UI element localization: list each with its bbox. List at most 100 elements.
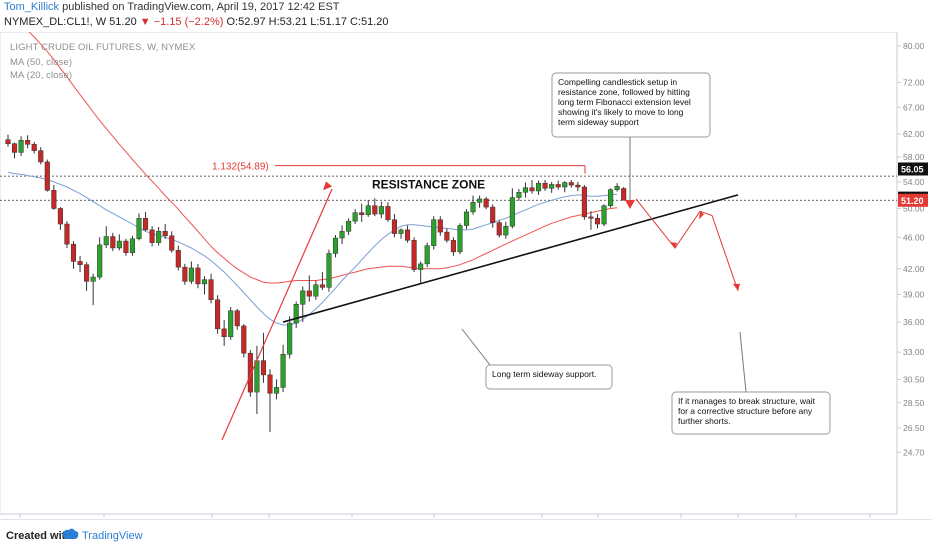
- candle-body: [31, 144, 37, 151]
- candle-body: [44, 161, 50, 191]
- candle-body: [64, 223, 70, 245]
- y-tick-label: 30.50: [903, 374, 925, 384]
- y-tick-label: 50.00: [903, 203, 925, 213]
- symbol-name: NYMEX_DL:CL1!, W: [4, 16, 107, 28]
- chart-title: LIGHT CRUDE OIL FUTURES, W, NYMEX: [10, 42, 196, 53]
- candle-body: [418, 263, 424, 270]
- y-tick-label: 26.50: [903, 423, 925, 433]
- note-bottom-box: [671, 391, 831, 435]
- footer-bar: Created with TradingView: [0, 519, 932, 551]
- ma20-line: [7, 171, 618, 326]
- candle-body: [385, 206, 391, 220]
- price-chart[interactable]: 24.70 26.50 28.50 30.50 33.00 36.00 39.00 42.00…: [0, 32, 932, 518]
- candle-body: [57, 208, 63, 225]
- candle-body: [411, 240, 417, 270]
- candle-body: [247, 352, 253, 393]
- candle-body: [182, 266, 188, 282]
- candle-body: [12, 143, 18, 153]
- candle-body: [542, 182, 548, 189]
- plot-area: [0, 32, 898, 515]
- candle-body: [372, 205, 378, 215]
- candle-body: [339, 231, 345, 239]
- y-tick-label: 36.00: [903, 317, 925, 327]
- candle-body: [287, 322, 293, 355]
- candle-body: [123, 240, 129, 253]
- candle-body: [51, 190, 57, 209]
- tradingview-logo-icon[interactable]: [62, 528, 80, 540]
- tradingview-brand[interactable]: TradingView: [82, 530, 143, 542]
- candle-body: [149, 229, 155, 243]
- candle-body: [70, 243, 77, 262]
- published-text: published on TradingView.com, April 19, …: [62, 1, 340, 13]
- down-arrow-icon: ▼: [139, 16, 151, 28]
- candle-body: [568, 182, 574, 186]
- candle-body: [18, 140, 24, 153]
- candle-body: [516, 192, 522, 198]
- candle-body: [529, 187, 535, 192]
- projection-arrow-icon: [699, 211, 704, 220]
- candle-body: [195, 267, 201, 285]
- candle-body: [555, 184, 561, 188]
- candle-body: [608, 189, 614, 206]
- last-price: 51.20: [109, 16, 137, 28]
- y-tick-label: 39.00: [903, 289, 925, 299]
- candle-body: [175, 250, 181, 268]
- candle-body: [457, 225, 463, 253]
- note-bottom-text: further shorts.: [678, 416, 730, 426]
- ohlc-values: O:52.97 H:53.21 L:51.17 C:51.20: [226, 16, 389, 28]
- sideway-support-line: [282, 194, 739, 323]
- candle-body: [162, 231, 168, 237]
- candle-body: [77, 261, 83, 265]
- candle-body: [522, 187, 529, 193]
- candle-body: [306, 290, 312, 297]
- author-link[interactable]: Tom_Killick: [4, 1, 60, 13]
- note-bottom-pointer: [739, 331, 747, 393]
- candle-body: [25, 140, 31, 145]
- note-top-text: showing it's likely to move to long: [558, 107, 684, 117]
- candle-body: [588, 216, 594, 219]
- candle-body: [136, 218, 142, 240]
- note-bottom-text: for a corrective structure before any: [678, 406, 813, 416]
- note-top-box: [551, 72, 711, 138]
- price-change: −1.15 (−2.2%): [153, 16, 224, 28]
- candle-body: [431, 219, 437, 246]
- candle-body: [346, 220, 352, 232]
- candle-body: [129, 238, 135, 253]
- note-top-text: Compelling candlestick setup in: [558, 77, 677, 87]
- resistance-zone-label: RESISTANCE ZONE: [372, 177, 485, 191]
- candle-body: [450, 240, 456, 253]
- candle-body: [601, 205, 607, 225]
- candle-body: [437, 219, 443, 233]
- candle-body: [536, 182, 542, 192]
- candle-body: [280, 354, 286, 388]
- candle-body: [188, 267, 194, 282]
- note-top-text: term sideway support: [558, 117, 639, 127]
- candle-body: [562, 182, 568, 188]
- candle-body: [274, 387, 280, 394]
- note-support-box: [485, 364, 613, 390]
- candle-body: [208, 279, 214, 300]
- candle-body: [169, 235, 175, 251]
- y-tick-label: 80.00: [903, 41, 925, 51]
- candle-body: [221, 328, 227, 338]
- candle-body: [378, 206, 384, 215]
- projection-arrow-icon: [733, 283, 740, 291]
- candle-body: [116, 240, 122, 249]
- y-tick-label: 67.00: [903, 102, 925, 112]
- candle-body: [110, 236, 116, 249]
- candle-body: [444, 231, 450, 241]
- y-tick-label: 24.70: [903, 447, 925, 457]
- candle-body: [575, 184, 581, 188]
- candle-body: [594, 218, 601, 225]
- candle-body: [267, 374, 273, 394]
- candle-body: [97, 244, 103, 278]
- candle-body: [332, 237, 339, 254]
- legend-ma50: MA (50, close): [10, 57, 73, 68]
- price-tag-marked-bg: [898, 162, 928, 176]
- candle-body: [477, 198, 483, 203]
- candle-body: [215, 299, 221, 330]
- candle-body: [38, 150, 44, 163]
- candle-body: [424, 245, 430, 265]
- candle-body: [405, 229, 411, 241]
- candle-body: [496, 222, 502, 236]
